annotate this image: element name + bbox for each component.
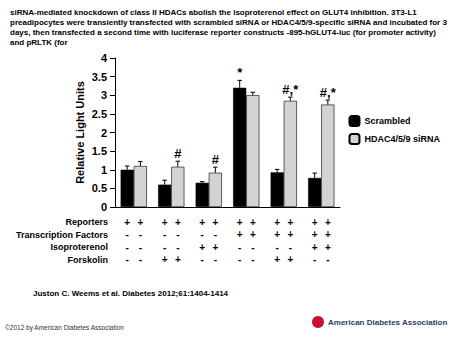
- svg-text:-: -: [238, 242, 241, 253]
- svg-text:+: +: [199, 217, 205, 228]
- svg-text:Juston C. Weems et al. Diabete: Juston C. Weems et al. Diabetes 2012;61:…: [33, 289, 229, 298]
- svg-text:-: -: [139, 254, 142, 265]
- svg-text:-: -: [139, 242, 142, 253]
- svg-text:American Diabetes Association: American Diabetes Association: [328, 318, 447, 327]
- svg-text:#: #: [174, 146, 182, 161]
- svg-text:+: +: [250, 217, 256, 228]
- svg-text:+: +: [137, 217, 143, 228]
- svg-text:0: 0: [101, 201, 107, 213]
- svg-text:-: -: [326, 254, 329, 265]
- svg-text:3.5: 3.5: [92, 71, 107, 83]
- svg-text:+: +: [162, 217, 168, 228]
- svg-text:+: +: [199, 242, 205, 253]
- svg-text:1: 1: [101, 164, 107, 176]
- svg-text:Scrambled: Scrambled: [364, 116, 410, 126]
- svg-text:+: +: [325, 242, 331, 253]
- svg-text:*: *: [237, 65, 243, 80]
- svg-text:3: 3: [101, 89, 107, 101]
- svg-text:+: +: [175, 217, 181, 228]
- svg-text:days, then transfected a secon: days, then transfected a second time wit…: [10, 28, 438, 37]
- svg-text:-: -: [163, 242, 166, 253]
- svg-text:+: +: [212, 242, 218, 253]
- svg-text:-: -: [201, 254, 204, 265]
- svg-text:©2012 by American Diabetes Ass: ©2012 by American Diabetes Association: [5, 324, 124, 332]
- svg-text:-: -: [251, 254, 254, 265]
- svg-text:+: +: [237, 217, 243, 228]
- svg-text:Isoproterenol: Isoproterenol: [50, 242, 108, 252]
- svg-text:HDAC4/5/9 siRNA: HDAC4/5/9 siRNA: [364, 134, 440, 144]
- svg-text:-: -: [126, 229, 129, 240]
- svg-text:-: -: [201, 229, 204, 240]
- svg-text:+: +: [287, 254, 293, 265]
- svg-text:+: +: [124, 217, 130, 228]
- svg-text:#: #: [212, 152, 220, 167]
- svg-text:+: +: [274, 254, 280, 265]
- svg-text:+: +: [312, 217, 318, 228]
- svg-text:Relative Light Units: Relative Light Units: [74, 81, 86, 184]
- svg-text:Reporters: Reporters: [65, 217, 108, 227]
- svg-text:2: 2: [101, 127, 107, 139]
- svg-text:+: +: [212, 217, 218, 228]
- svg-text:#,*: #,*: [282, 82, 299, 97]
- svg-text:-: -: [289, 242, 292, 253]
- svg-text:+: +: [175, 254, 181, 265]
- svg-text:+: +: [287, 229, 293, 240]
- svg-text:-: -: [126, 242, 129, 253]
- svg-text:+: +: [250, 229, 256, 240]
- svg-text:+: +: [325, 229, 331, 240]
- svg-text:+: +: [312, 229, 318, 240]
- svg-text:-: -: [313, 254, 316, 265]
- svg-text:+: +: [287, 217, 293, 228]
- svg-text:+: +: [274, 229, 280, 240]
- svg-text:+: +: [237, 229, 243, 240]
- svg-text:+: +: [312, 242, 318, 253]
- svg-text:-: -: [176, 229, 179, 240]
- svg-text:-: -: [176, 242, 179, 253]
- svg-text:2.5: 2.5: [92, 108, 107, 120]
- svg-text:-: -: [163, 229, 166, 240]
- svg-text:-: -: [214, 254, 217, 265]
- svg-text:-: -: [251, 242, 254, 253]
- svg-text:preadipocytes were transiently: preadipocytes were transiently transfect…: [10, 18, 449, 27]
- svg-text:+: +: [162, 254, 168, 265]
- svg-text:Forskolin: Forskolin: [67, 255, 108, 265]
- svg-text:-: -: [238, 254, 241, 265]
- svg-text:siRNA-mediated knockdown of cl: siRNA-mediated knockdown of class II HDA…: [10, 8, 419, 17]
- svg-text:Transcription Factors: Transcription Factors: [16, 230, 108, 240]
- svg-text:1.5: 1.5: [92, 145, 107, 157]
- svg-text:+: +: [325, 217, 331, 228]
- svg-text:-: -: [126, 254, 129, 265]
- svg-text:and pRLTK (for: and pRLTK (for: [10, 38, 68, 47]
- svg-text:0.5: 0.5: [92, 182, 107, 194]
- svg-text:4: 4: [101, 52, 108, 64]
- svg-text:-: -: [139, 229, 142, 240]
- svg-text:-: -: [214, 229, 217, 240]
- svg-text:+: +: [274, 217, 280, 228]
- svg-text:-: -: [276, 242, 279, 253]
- svg-text:#,*: #,*: [320, 85, 337, 100]
